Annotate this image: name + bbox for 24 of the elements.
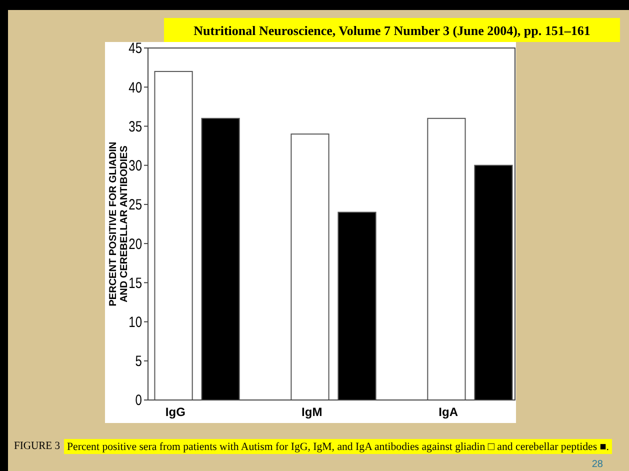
y-tick-label: 20 (128, 236, 142, 252)
bar (290, 134, 330, 400)
text: 28 (592, 459, 604, 470)
y-tick-label: 30 (128, 157, 142, 174)
caption: FIGURE 3 (14, 440, 62, 452)
x-tick-label: IgA (438, 405, 458, 419)
y-tick-label: 40 (128, 79, 142, 96)
text: Percent positive sera from patients with Autism for IgG, IgM, and IgA antibodies against gliadin □ and cerebellar peptides ■. (67, 441, 618, 453)
y-tick-label: 5 (135, 352, 142, 370)
x-tick-label: IgG (165, 405, 186, 419)
x-tick-label: IgM (302, 405, 322, 419)
y-tick-label: 10 (128, 314, 142, 330)
bar (154, 70, 193, 400)
y-axis-title: PERCENT POSITIVE FOR GLIADIN AND CEREBELLAR ANTIBODIES (108, 142, 130, 306)
y-tick-label: 35 (128, 118, 142, 135)
bar (338, 212, 376, 400)
bar (201, 118, 240, 400)
y-tick-label: 45 (128, 40, 142, 57)
bar (427, 118, 466, 400)
y-tick-label: 25 (128, 196, 142, 214)
y-tick-label: 0 (135, 392, 142, 409)
y-tick-label: 15 (128, 274, 142, 292)
chart-title: Nutritional Neuroscience, Volume 7 Number 3 (June 2004), pp. 151–161 (194, 23, 590, 38)
bar (474, 164, 513, 400)
